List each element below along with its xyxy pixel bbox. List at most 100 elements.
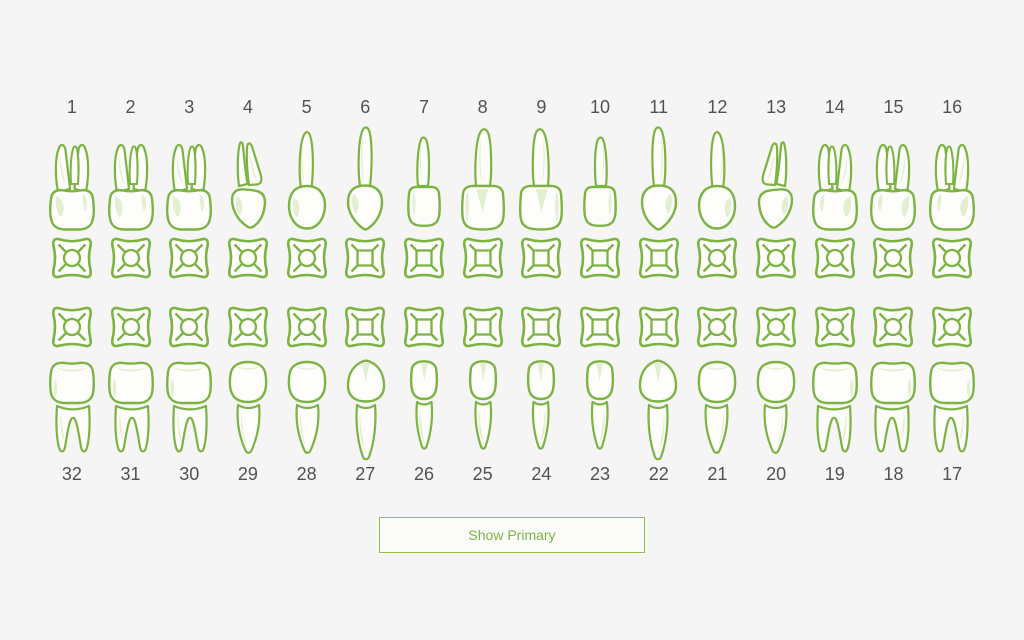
tooth-3-occlusal-view[interactable] (165, 234, 213, 282)
tooth-number-19: 19 (824, 464, 845, 484)
tooth-22-occlusal-view[interactable] (635, 303, 683, 351)
tooth-4-occlusal-view[interactable] (224, 234, 272, 282)
tooth-15-facial-view[interactable] (864, 124, 922, 232)
tooth-20-occlusal-view[interactable] (752, 303, 800, 351)
tooth-number-3: 3 (184, 97, 195, 117)
tooth-10-occlusal-view[interactable] (576, 234, 624, 282)
tooth-31-occlusal-view[interactable] (107, 303, 155, 351)
tooth-7-facial-view[interactable] (395, 124, 453, 232)
tooth-column-13-20: 13 20 (747, 96, 806, 485)
tooth-17-occlusal-view[interactable] (928, 303, 976, 351)
tooth-9-facial-view[interactable] (512, 124, 570, 232)
tooth-32-occlusal-view[interactable] (48, 303, 96, 351)
tooth-number-17: 17 (942, 464, 963, 484)
tooth-5-occlusal-view[interactable] (283, 234, 331, 282)
dental-chart-page: 1 32 2 31 3 30 4 29 5 28 6 27 7 26 8 25 9 24 10 23 11 22 12 21 1… (0, 96, 1024, 553)
tooth-number-4: 4 (242, 97, 253, 117)
tooth-number-6: 6 (360, 97, 371, 117)
tooth-16-occlusal-view[interactable] (928, 234, 976, 282)
tooth-number-15: 15 (883, 97, 904, 117)
tooth-2-occlusal-view[interactable] (107, 234, 155, 282)
tooth-6-facial-view[interactable] (336, 124, 394, 232)
tooth-23-facial-view[interactable] (571, 357, 629, 463)
tooth-29-facial-view[interactable] (219, 357, 277, 463)
tooth-22-facial-view[interactable] (630, 357, 688, 463)
tooth-25-facial-view[interactable] (454, 357, 512, 463)
tooth-8-occlusal-view[interactable] (459, 234, 507, 282)
tooth-24-facial-view[interactable] (512, 357, 570, 463)
tooth-31-facial-view[interactable] (102, 357, 160, 463)
tooth-7-occlusal-view[interactable] (400, 234, 448, 282)
tooth-number-22: 22 (648, 464, 669, 484)
tooth-15-occlusal-view[interactable] (869, 234, 917, 282)
tooth-2-facial-view[interactable] (102, 124, 160, 232)
tooth-23-occlusal-view[interactable] (576, 303, 624, 351)
tooth-11-facial-view[interactable] (630, 124, 688, 232)
tooth-number-27: 27 (355, 464, 376, 484)
tooth-14-facial-view[interactable] (806, 124, 864, 232)
tooth-column-3-30: 3 30 (160, 96, 219, 485)
tooth-21-facial-view[interactable] (688, 357, 746, 463)
tooth-12-occlusal-view[interactable] (693, 234, 741, 282)
tooth-27-facial-view[interactable] (336, 357, 394, 463)
tooth-number-30: 30 (179, 464, 200, 484)
tooth-column-11-22: 11 22 (629, 96, 688, 485)
tooth-column-16-17: 16 17 (923, 96, 982, 485)
tooth-30-occlusal-view[interactable] (165, 303, 213, 351)
tooth-26-occlusal-view[interactable] (400, 303, 448, 351)
tooth-20-facial-view[interactable] (747, 357, 805, 463)
tooth-12-facial-view[interactable] (688, 124, 746, 232)
tooth-number-21: 21 (707, 464, 728, 484)
tooth-1-facial-view[interactable] (43, 124, 101, 232)
tooth-16-facial-view[interactable] (923, 124, 981, 232)
tooth-30-facial-view[interactable] (160, 357, 218, 463)
tooth-column-8-25: 8 25 (453, 96, 512, 485)
tooth-number-12: 12 (707, 97, 728, 117)
tooth-10-facial-view[interactable] (571, 124, 629, 232)
tooth-number-26: 26 (413, 464, 434, 484)
tooth-9-occlusal-view[interactable] (517, 234, 565, 282)
tooth-14-occlusal-view[interactable] (811, 234, 859, 282)
tooth-1-occlusal-view[interactable] (48, 234, 96, 282)
tooth-8-facial-view[interactable] (454, 124, 512, 232)
tooth-column-12-21: 12 21 (688, 96, 747, 485)
tooth-5-facial-view[interactable] (278, 124, 336, 232)
tooth-13-facial-view[interactable] (747, 124, 805, 232)
tooth-29-occlusal-view[interactable] (224, 303, 272, 351)
tooth-4-facial-view[interactable] (219, 124, 277, 232)
tooth-27-occlusal-view[interactable] (341, 303, 389, 351)
tooth-18-occlusal-view[interactable] (869, 303, 917, 351)
tooth-28-occlusal-view[interactable] (283, 303, 331, 351)
tooth-3-facial-view[interactable] (160, 124, 218, 232)
tooth-21-occlusal-view[interactable] (693, 303, 741, 351)
tooth-11-occlusal-view[interactable] (635, 234, 683, 282)
chart-actions: Show Primary (0, 485, 1024, 553)
tooth-column-4-29: 4 29 (219, 96, 278, 485)
tooth-number-9: 9 (536, 97, 547, 117)
tooth-13-occlusal-view[interactable] (752, 234, 800, 282)
tooth-number-32: 32 (61, 464, 82, 484)
tooth-number-14: 14 (824, 97, 845, 117)
show-primary-button[interactable]: Show Primary (379, 517, 645, 553)
tooth-19-occlusal-view[interactable] (811, 303, 859, 351)
tooth-column-1-32: 1 32 (43, 96, 102, 485)
tooth-column-7-26: 7 26 (395, 96, 454, 485)
tooth-number-8: 8 (477, 97, 488, 117)
tooth-28-facial-view[interactable] (278, 357, 336, 463)
tooth-25-occlusal-view[interactable] (459, 303, 507, 351)
tooth-column-15-18: 15 18 (864, 96, 923, 485)
tooth-number-28: 28 (296, 464, 317, 484)
tooth-number-5: 5 (301, 97, 312, 117)
tooth-number-11: 11 (649, 97, 669, 117)
tooth-number-25: 25 (472, 464, 493, 484)
tooth-24-occlusal-view[interactable] (517, 303, 565, 351)
tooth-19-facial-view[interactable] (806, 357, 864, 463)
tooth-6-occlusal-view[interactable] (341, 234, 389, 282)
tooth-17-facial-view[interactable] (923, 357, 981, 463)
tooth-32-facial-view[interactable] (43, 357, 101, 463)
tooth-column-10-23: 10 23 (571, 96, 630, 485)
tooth-18-facial-view[interactable] (864, 357, 922, 463)
tooth-26-facial-view[interactable] (395, 357, 453, 463)
tooth-number-1: 1 (66, 97, 77, 117)
tooth-number-13: 13 (766, 97, 787, 117)
